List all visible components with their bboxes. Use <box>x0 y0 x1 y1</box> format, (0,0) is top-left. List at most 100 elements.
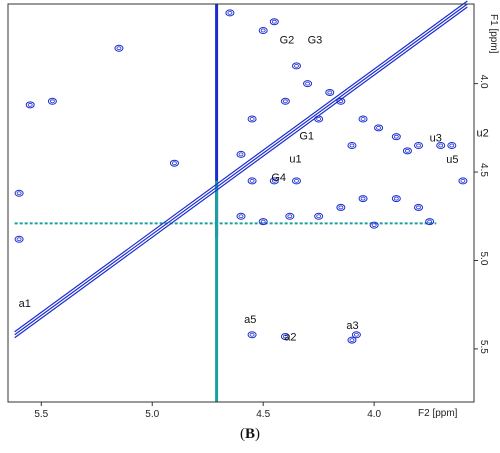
caption-close-paren: ) <box>255 426 260 442</box>
cross-peak-inner <box>360 196 366 201</box>
cross-peak-inner <box>287 214 293 219</box>
cross-peak <box>347 336 357 344</box>
cross-peak <box>369 221 379 229</box>
cross-peak <box>225 9 235 17</box>
cross-peak <box>358 195 368 203</box>
peak-label-u5: u5 <box>446 154 458 166</box>
caption-open-paren: ( <box>239 426 245 442</box>
cross-peak <box>303 80 313 88</box>
x-axis-label: F2 [ppm] <box>418 408 458 419</box>
cross-peak <box>269 177 279 185</box>
cross-peak-inner <box>416 143 421 148</box>
panel-label: B <box>244 426 255 442</box>
cross-peak <box>402 147 412 155</box>
cross-peak-inner <box>427 219 433 224</box>
cross-peak-inner <box>460 178 466 183</box>
x-tick-label: 5.0 <box>145 409 159 420</box>
cross-peak <box>236 150 246 158</box>
x-tick-label: 4.5 <box>256 409 270 420</box>
cross-peak <box>258 218 268 226</box>
cross-peak <box>247 115 257 123</box>
cross-peak-inner <box>260 28 266 33</box>
cross-peak-inner <box>271 19 277 24</box>
cross-peak <box>280 97 290 105</box>
y-tick-label: 4.5 <box>478 163 489 177</box>
peak-label-u1: u1 <box>289 153 301 165</box>
peak-label-G1: G1 <box>299 131 314 143</box>
cross-peak <box>358 115 368 123</box>
cross-peak <box>314 115 324 123</box>
cross-peak-inner <box>405 148 410 153</box>
tick-labels-layer: 5.5 5.0 4.5 4.0 4.0 4.5 5.0 5.5 <box>34 75 489 420</box>
cross-peak <box>285 212 295 220</box>
cross-peak <box>314 212 324 220</box>
cross-peak-inner <box>316 117 322 121</box>
cross-peak-inner <box>349 338 355 342</box>
y-tick-label: 5.5 <box>478 340 489 354</box>
cross-peak-inner <box>438 143 444 148</box>
peak-label-u2: u2 <box>476 128 488 140</box>
cross-peak-inner <box>238 152 244 157</box>
cross-peak-inner <box>305 81 310 86</box>
x-tick-label: 4.0 <box>367 409 381 420</box>
cross-peak <box>436 142 446 150</box>
cross-peak <box>25 101 35 109</box>
peak-label-G4: G4 <box>271 172 286 184</box>
cross-peak <box>414 142 424 150</box>
cross-peak-inner <box>371 223 377 228</box>
cross-peak-inner <box>360 117 366 121</box>
cross-peak <box>391 195 401 203</box>
y-tick-label: 4.0 <box>478 75 489 89</box>
peak-label-a2: a2 <box>284 332 296 344</box>
peak-label-a5: a5 <box>244 314 256 326</box>
cross-peak <box>14 235 24 243</box>
cross-peak-inner <box>338 205 344 210</box>
cross-peak-inner <box>16 191 22 196</box>
y-tick-label: 5.0 <box>478 251 489 265</box>
plot-frame <box>7 3 475 403</box>
cross-peak <box>247 331 257 339</box>
diagonal-layer <box>14 0 468 339</box>
solvent-signal-layer <box>14 4 437 402</box>
plot-frame-layer <box>7 3 475 403</box>
peak-label-a1: a1 <box>19 298 31 310</box>
cross-peak-inner <box>294 64 299 68</box>
cross-peak <box>374 124 384 132</box>
figure-caption: (B) <box>0 426 500 443</box>
cross-peak <box>236 212 246 220</box>
cross-peak <box>14 189 24 197</box>
cross-peak-inner <box>282 334 288 339</box>
cross-peak-inner <box>227 10 233 15</box>
cross-peak-inner <box>416 205 421 210</box>
cross-peak-inner <box>282 99 288 104</box>
cross-peak <box>258 27 268 35</box>
cross-peak <box>325 88 335 96</box>
cross-peak <box>114 44 124 52</box>
cross-peak-inner <box>376 125 381 130</box>
cross-peak-inner <box>172 161 177 166</box>
cross-peak <box>291 62 301 70</box>
cross-peaks-layer <box>14 9 468 344</box>
cross-peak-inner <box>316 214 322 219</box>
cross-peak-inner <box>327 90 333 95</box>
cross-peak <box>447 142 457 150</box>
cross-peak <box>458 177 468 185</box>
cross-peak <box>169 159 179 167</box>
cross-peak-inner <box>116 46 122 51</box>
cross-peak <box>351 331 361 339</box>
cross-peak <box>336 203 346 211</box>
cross-peak-inner <box>27 102 33 107</box>
cross-peak-inner <box>393 196 399 201</box>
cross-peak-inner <box>393 134 399 139</box>
cross-peak <box>414 203 424 211</box>
cross-peak-inner <box>449 143 455 148</box>
cross-peak-inner <box>271 178 277 183</box>
cross-peak-inner <box>249 117 255 121</box>
cross-peak-inner <box>238 214 244 219</box>
diagonal-contour-1 <box>14 3 468 336</box>
cross-peak-inner <box>353 332 359 337</box>
cross-peak <box>269 18 279 26</box>
cross-peak-inner <box>294 178 299 183</box>
